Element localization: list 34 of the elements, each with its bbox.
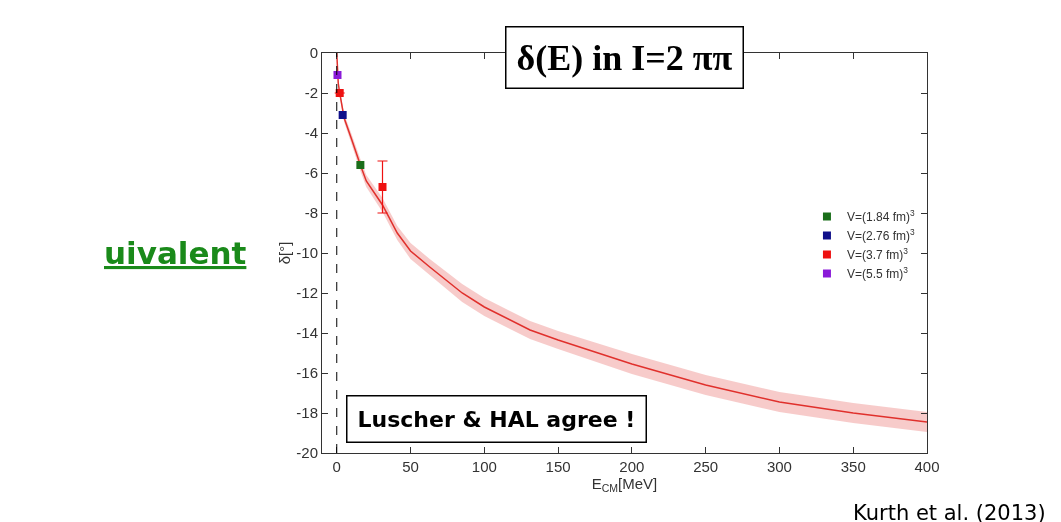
- point: [333, 71, 342, 79]
- y-tick-label: -4: [304, 124, 318, 142]
- point: [338, 111, 347, 119]
- x-tick-label: 400: [914, 458, 940, 475]
- point: [378, 183, 387, 191]
- legend-label: V=(3.7 fm)$^{3}$: [846, 246, 909, 263]
- y-tick-label: -2: [304, 84, 318, 102]
- y-tick-label: -12: [296, 284, 318, 302]
- y-tick-label: -8: [304, 204, 318, 222]
- y-axis-title: δ[°]: [275, 241, 293, 265]
- x-tick-label: 300: [766, 458, 792, 475]
- y-tick-label: 0: [309, 44, 318, 62]
- y-tick-label: -6: [304, 164, 318, 182]
- point: [356, 161, 365, 169]
- y-tick-label: -18: [296, 404, 318, 422]
- x-tick-label: 150: [545, 458, 571, 475]
- annotation: Luscher & HAL agree !: [357, 406, 636, 432]
- text: Kurth et al. (2013): [853, 501, 1046, 522]
- x-tick-label: 50: [402, 458, 419, 475]
- legend-label: V=(1.84 fm)$^{3}$: [846, 208, 915, 225]
- annotation: δ(E) in I=2 ππ: [516, 37, 733, 78]
- legend-label: V=(2.76 fm)$^{3}$: [846, 227, 915, 244]
- x-tick-label: 200: [619, 458, 645, 475]
- y-tick-label: -20: [296, 444, 318, 462]
- x-tick-label: 250: [693, 458, 719, 475]
- x-axis-title: E$_{CM}$[MeV]: [591, 475, 658, 495]
- legend-label: V=(5.5 fm)$^{3}$: [846, 265, 909, 282]
- text: uivalent: [104, 235, 247, 271]
- x-tick-label: 100: [471, 458, 497, 475]
- y-tick-label: -16: [296, 364, 318, 382]
- x-tick-label: 350: [840, 458, 866, 475]
- y-tick-label: -14: [296, 324, 318, 342]
- y-tick-label: -10: [296, 244, 318, 262]
- x-tick-label: 0: [332, 458, 341, 475]
